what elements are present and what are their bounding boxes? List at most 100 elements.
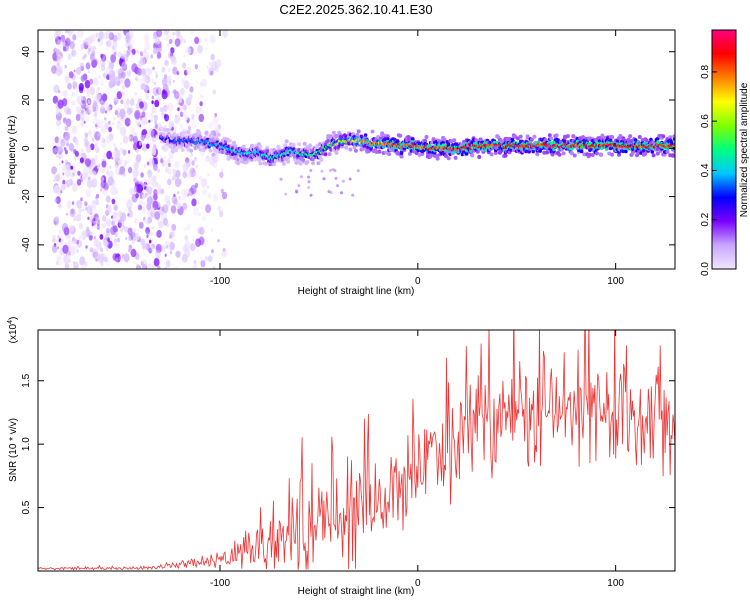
signal-point [360,146,365,151]
noise-point [196,81,199,85]
noise-point [187,125,191,131]
signal-point [286,155,291,160]
noise-point [90,235,93,239]
noise-point [182,109,188,117]
noise-point [62,89,68,98]
noise-point [191,198,197,207]
noise-point [82,174,86,181]
noise-point [166,42,170,48]
signal-point [524,149,528,154]
noise-point [55,260,60,266]
noise-point [284,192,288,196]
noise-point [138,141,142,146]
noise-point [144,179,148,184]
noise-point [62,179,66,185]
noise-point [63,126,66,130]
noise-point [188,93,193,100]
noise-point [199,224,204,231]
noise-point [327,190,331,194]
noise-point [82,55,86,61]
signal-point [633,138,638,142]
noise-point [161,66,166,73]
noise-point [71,49,77,57]
noise-point [156,30,163,38]
signal-point [399,154,404,159]
noise-point [71,91,75,97]
noise-point [148,128,155,137]
noise-point [73,149,77,155]
signal-point [557,152,562,157]
noise-point [155,244,160,251]
noise-point [124,71,128,76]
noise-point [62,244,69,254]
noise-point [121,115,124,119]
noise-point [152,135,155,140]
noise-point [91,161,97,168]
noise-point [214,114,217,119]
noise-point [80,102,83,106]
noise-point [143,33,150,43]
noise-point [77,30,84,38]
noise-point [216,59,222,68]
noise-point [115,190,119,195]
noise-point [151,78,155,84]
noise-point [122,89,128,99]
noise-point [85,88,90,94]
signal-point [671,153,675,158]
noise-point [65,254,71,262]
noise-point [219,191,226,201]
noise-point [102,54,106,60]
noise-point [109,165,112,169]
signal-point [610,152,615,157]
noise-point [221,249,227,258]
noise-point [150,54,154,59]
signal-point [334,150,339,155]
signal-point [453,155,458,160]
y-tick-label: -40 [21,237,32,252]
noise-point [146,143,150,149]
noise-point [58,229,62,234]
signal-point [236,161,241,166]
noise-point [155,243,162,254]
noise-point [89,215,95,224]
noise-point [85,158,91,167]
noise-point [91,59,97,68]
noise-point [114,242,117,247]
noise-point [157,168,161,173]
noise-point [186,224,191,231]
noise-point [210,70,214,76]
noise-point [128,237,131,241]
noise-point [307,186,311,190]
noise-point [108,61,115,70]
noise-point [195,105,201,114]
signal-point [316,161,321,166]
noise-point [199,227,205,235]
noise-point [61,139,64,143]
noise-point [294,189,298,193]
signal-point [618,134,623,138]
noise-point [121,91,125,96]
signal-point [281,161,286,166]
noise-point [106,169,111,176]
noise-point [172,79,175,83]
noise-point [86,144,90,150]
noise-point [297,184,301,188]
noise-point [119,254,125,263]
noise-point [72,240,75,245]
y-tick-label: 40 [21,46,32,58]
noise-point [208,61,211,65]
signal-point [446,156,451,161]
noise-point [190,120,197,129]
noise-point [63,147,67,151]
noise-point [79,157,84,164]
noise-point [71,201,75,205]
signal-point [211,152,216,157]
signal-point [489,152,494,157]
y-tick-label: -20 [21,189,32,204]
noise-point [122,84,126,90]
noise-point [88,129,92,136]
noise-point [55,145,61,154]
signal-point [529,137,534,142]
noise-point [88,167,94,175]
noise-point [105,234,109,240]
